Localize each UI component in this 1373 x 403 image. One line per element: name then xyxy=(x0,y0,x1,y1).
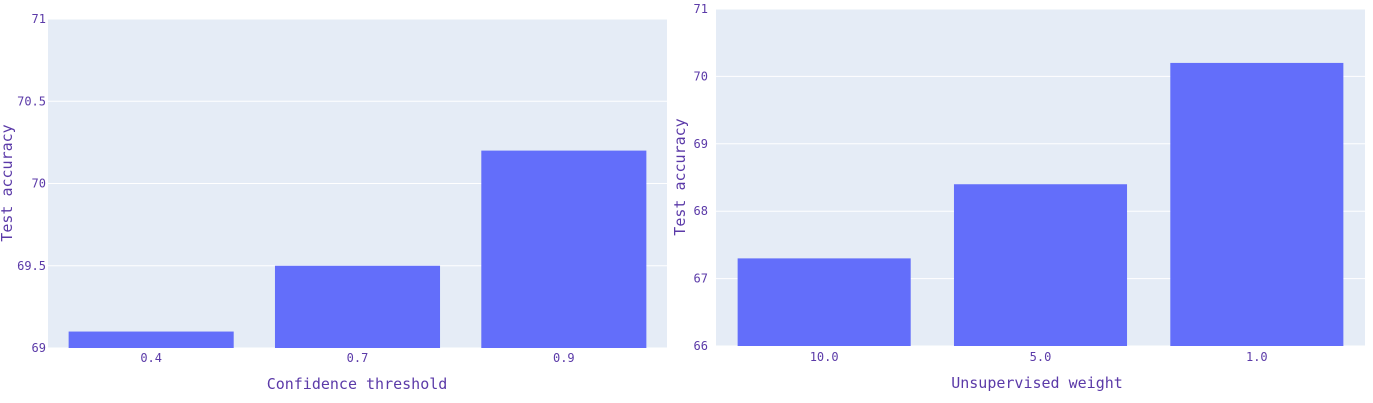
x-tick-label: 5.0 xyxy=(1030,350,1052,364)
y-tick-label: 66 xyxy=(694,339,708,353)
bar-0.9 xyxy=(481,150,647,348)
y-tick-label: 71 xyxy=(32,12,46,26)
y-tick-label: 69 xyxy=(32,341,46,355)
x-tick-label: 0.4 xyxy=(140,351,162,365)
y-tick-label: 69 xyxy=(694,137,708,151)
y-tick-label: 69.5 xyxy=(17,259,46,273)
x-axis-title: Unsupervised weight xyxy=(951,374,1123,392)
x-tick-label: 0.7 xyxy=(347,351,369,365)
y-axis-title: Test accuracy xyxy=(671,118,689,235)
bar-0.7 xyxy=(274,265,441,348)
x-tick-label: 10.0 xyxy=(810,350,839,364)
bar-10.0 xyxy=(737,258,911,346)
bar-5.0 xyxy=(953,184,1128,346)
y-tick-label: 70 xyxy=(32,177,46,191)
x-tick-label: 0.9 xyxy=(553,351,575,365)
bar-0.4 xyxy=(68,331,234,348)
x-axis-title: Confidence threshold xyxy=(267,375,448,393)
x-tick-label: 1.0 xyxy=(1246,350,1268,364)
y-tick-label: 68 xyxy=(694,204,708,218)
chart-panel-unsupervised-weight: 66 67 68 69 70 71 10.0 5.0 1.0 Unsupervised wei… xyxy=(671,2,1365,392)
y-axis-title: Test accuracy xyxy=(0,124,16,241)
y-tick-label: 70.5 xyxy=(17,94,46,108)
y-tick-label: 71 xyxy=(694,2,708,16)
y-tick-label: 67 xyxy=(694,272,708,286)
y-tick-label: 70 xyxy=(694,69,708,83)
bar-1.0 xyxy=(1170,62,1344,347)
chart-panel-confidence-threshold: 69 69.5 70 70.5 71 0.4 0.7 0.9 Confidence thre… xyxy=(0,12,667,393)
